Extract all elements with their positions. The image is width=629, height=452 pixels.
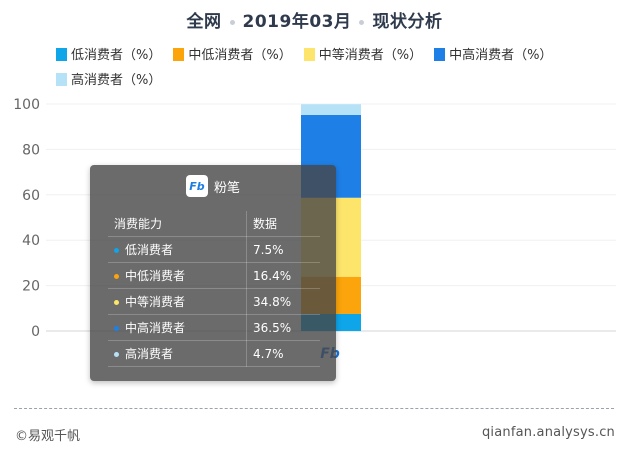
tooltip-table: 消费能力 数据 低消费者 7.5% 中低消费者 16.4% 中等消费者 34.8% 中高消费… (108, 211, 320, 367)
series-color-dot (114, 352, 119, 357)
y-tick-label: 80 (22, 142, 40, 158)
series-color-dot (114, 248, 119, 253)
tooltip-header-row: 消费能力 数据 (108, 211, 320, 237)
tooltip-row-label-cell: 中低消费者 (108, 262, 247, 289)
tooltip-row: 中高消费者 36.5% (108, 314, 320, 341)
legend-swatch (434, 48, 446, 61)
legend-item[interactable]: 高消费者（%） (56, 69, 161, 88)
title-period: 2019年03月 (242, 12, 352, 32)
tooltip-row-label: 中高消费者 (125, 321, 186, 335)
tooltip-row-label-cell: 中等消费者 (108, 288, 247, 315)
tooltip-row-label: 中等消费者 (125, 295, 186, 309)
tooltip-row-label: 中低消费者 (125, 269, 186, 283)
tooltip-row-label-cell: 低消费者 (108, 236, 247, 263)
chart-title: 全网 2019年03月 现状分析 (0, 7, 629, 32)
legend-swatch (303, 48, 315, 61)
tooltip-col-header-data: 数据 (246, 211, 320, 237)
y-tick-label: 60 (22, 188, 40, 204)
footer-site[interactable]: qianfan.analysys.cn (481, 425, 615, 440)
legend-label: 低消费者（%） (71, 48, 162, 63)
title-subject: 现状分析 (372, 12, 443, 32)
tooltip-row-value: 36.5% (246, 314, 320, 341)
tooltip-row-value: 4.7% (246, 340, 320, 367)
bar-segment[interactable] (301, 104, 361, 115)
title-scope: 全网 (186, 12, 222, 32)
tooltip-row-label-cell: 高消费者 (108, 340, 247, 367)
y-tick-label: 40 (22, 233, 40, 249)
tooltip-header: Fb 粉笔 (90, 165, 336, 207)
tooltip-row: 低消费者 7.5% (108, 236, 320, 263)
legend-swatch (56, 73, 67, 86)
y-tick-label: 100 (13, 97, 40, 113)
footer-copyright: ©易观千帆 (15, 429, 81, 444)
tooltip-col-header-capacity: 消费能力 (108, 211, 247, 237)
tooltip-row-value: 16.4% (246, 262, 320, 289)
tooltip-row: 中低消费者 16.4% (108, 262, 320, 289)
separator-dot (229, 19, 235, 25)
y-tick-label: 0 (31, 324, 40, 340)
tooltip-row: 中等消费者 34.8% (108, 288, 320, 315)
y-tick-label: 20 (22, 279, 40, 295)
tooltip-row-value: 7.5% (246, 236, 320, 263)
footer-divider (14, 408, 614, 409)
data-tooltip: Fb 粉笔 消费能力 数据 低消费者 7.5% 中低消费者 16.4% 中等消费者 34.… (90, 165, 336, 381)
legend-item[interactable]: 中等消费者（%） (303, 44, 423, 63)
legend-label: 高消费者（%） (71, 73, 162, 88)
chart-legend: 低消费者（%） 中低消费者（%） 中等消费者（%） 中高消费者（%） 高消费者（%） (56, 44, 616, 94)
legend-item[interactable]: 低消费者（%） (56, 44, 161, 63)
legend-item[interactable]: 中低消费者（%） (173, 44, 292, 63)
fenbi-app-icon: Fb (185, 175, 208, 197)
legend-label: 中等消费者（%） (318, 48, 423, 63)
separator-dot (359, 19, 365, 25)
series-color-dot (114, 300, 119, 305)
tooltip-row-label: 高消费者 (125, 347, 174, 361)
tooltip-row-value: 34.8% (246, 288, 320, 315)
tooltip-row-label: 低消费者 (125, 243, 174, 257)
tooltip-row: 高消费者 4.7% (108, 340, 320, 367)
tooltip-app-name: 粉笔 (213, 180, 240, 196)
series-color-dot (114, 274, 119, 279)
legend-swatch (173, 48, 185, 61)
tooltip-row-label-cell: 中高消费者 (108, 314, 247, 341)
series-color-dot (114, 326, 119, 331)
legend-label: 中高消费者（%） (449, 48, 553, 63)
legend-swatch (56, 48, 67, 61)
legend-label: 中低消费者（%） (188, 48, 292, 63)
legend-item[interactable]: 中高消费者（%） (434, 44, 552, 63)
